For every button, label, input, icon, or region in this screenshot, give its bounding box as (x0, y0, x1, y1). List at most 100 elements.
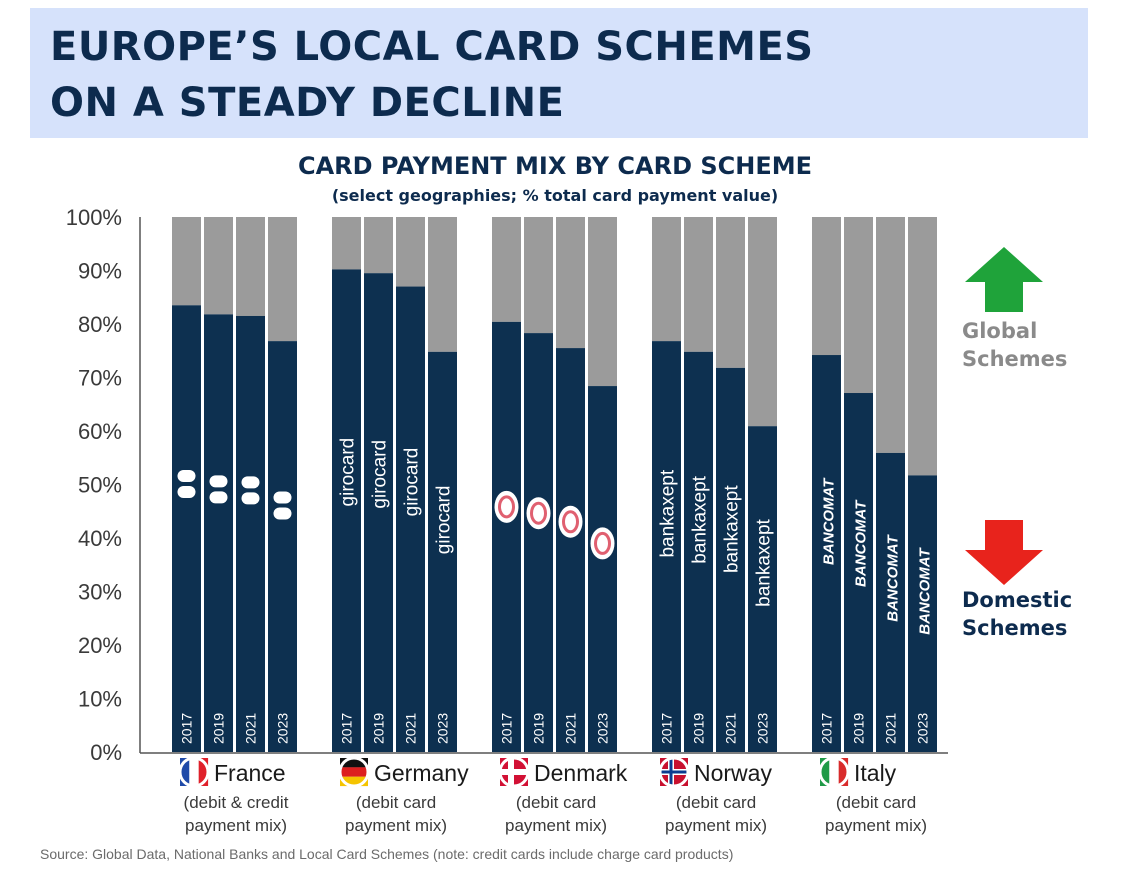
flag-ring (818, 756, 850, 788)
bar-domestic-denmark-2019 (524, 333, 553, 752)
page-title-line-1: EUROPE’S LOCAL CARD SCHEMES (50, 24, 814, 70)
bar-year-label: 2017 (179, 713, 195, 744)
title-banner: EUROPE’S LOCAL CARD SCHEMES ON A STEADY … (30, 8, 1088, 138)
bar-year-label: 2019 (691, 713, 707, 744)
bar-year-label: 2017 (499, 713, 515, 744)
country-note-line-2: payment mix) (825, 816, 927, 835)
germany-flag-icon (338, 756, 370, 788)
bar-domestic-italy-2019 (844, 393, 873, 752)
scheme-logo-text: bankaxept (754, 518, 775, 606)
global-label-line-1: Global (962, 319, 1038, 343)
bar-global-italy-2023 (908, 217, 937, 476)
y-tick-label: 60% (78, 419, 122, 444)
flag-band (820, 758, 830, 786)
france-flag-icon (178, 756, 210, 788)
cb-logo-top-shape (209, 475, 228, 488)
country-note-line-1: (debit card (516, 793, 596, 812)
bar-domestic-france-2017 (172, 305, 201, 752)
country-note-line-1: (debit & credit (184, 793, 289, 812)
bar-global-germany-2019 (364, 217, 393, 274)
page-title-line-2: ON A STEADY DECLINE (50, 80, 565, 126)
bar-domestic-germany-2019 (364, 273, 393, 752)
bar-global-italy-2017 (812, 217, 841, 356)
bar-year-label: 2019 (211, 713, 227, 744)
cb-logo-top-shape (241, 476, 260, 489)
bar-domestic-denmark-2017 (492, 321, 521, 752)
bar-global-germany-2017 (332, 217, 361, 270)
cb-logo-icon (241, 476, 260, 505)
bar-domestic-france-2023 (268, 341, 297, 752)
flag-band (198, 758, 209, 786)
domestic-schemes-label: Domestic Schemes (962, 586, 1072, 642)
chart-subtitle: (select geographies; % total card paymen… (331, 186, 779, 205)
norway-flag-icon (658, 756, 690, 788)
bar-global-denmark-2021 (556, 217, 585, 349)
bar-year-label: 2021 (243, 713, 259, 744)
bar-domestic-norway-2017 (652, 341, 681, 752)
flag-band (340, 776, 368, 787)
y-tick-label: 0% (90, 740, 122, 765)
bar-year-label: 2023 (915, 713, 931, 744)
scheme-logo-text: bankaxept (722, 485, 743, 573)
bar-global-france-2017 (172, 217, 201, 306)
bar-global-germany-2021 (396, 217, 425, 287)
dankort-logo-icon (558, 505, 583, 538)
country-note-line-1: (debit card (676, 793, 756, 812)
dankort-logo-ring (594, 531, 611, 555)
cb-logo-icon (273, 491, 292, 520)
bar-domestic-italy-2023 (908, 475, 937, 752)
bar-domestic-denmark-2023 (588, 386, 617, 752)
flag-ring (658, 756, 690, 788)
bar-domestic-germany-2023 (428, 351, 457, 752)
bar-global-denmark-2019 (524, 217, 553, 334)
global-schemes-label: Global Schemes (962, 317, 1067, 373)
bar-year-label: 2023 (435, 713, 451, 744)
bar-domestic-germany-2021 (396, 286, 425, 752)
chart-title: CARD PAYMENT MIX BY CARD SCHEME (297, 152, 813, 180)
dankort-logo-icon (590, 527, 615, 560)
bar-global-norway-2019 (684, 217, 713, 352)
flag-band (838, 758, 849, 786)
y-tick-label: 70% (78, 366, 122, 391)
y-tick-label: 30% (78, 580, 122, 605)
bar-domestic-norway-2019 (684, 351, 713, 752)
scheme-logo-text: BANCOMAT (917, 547, 934, 635)
country-note-line-2: payment mix) (665, 816, 767, 835)
flag-ring (338, 756, 370, 788)
cb-logo-icon (209, 475, 228, 504)
italy-flag-icon (818, 756, 850, 788)
bar-domestic-france-2021 (236, 315, 265, 752)
bar-global-germany-2023 (428, 217, 457, 352)
bar-year-label: 2019 (531, 713, 547, 744)
scheme-logo-text: girocard (402, 448, 423, 517)
flag-ring (178, 756, 210, 788)
domestic-label-line-1: Domestic (962, 588, 1073, 612)
scheme-logo-text: bankaxept (690, 475, 711, 563)
bar-domestic-norway-2021 (716, 367, 745, 752)
bar-year-label: 2021 (723, 713, 739, 744)
dankort-logo-ring (498, 495, 515, 519)
dankort-logo-ring (530, 501, 547, 525)
y-tick-label: 40% (78, 526, 122, 551)
bar-global-denmark-2017 (492, 217, 521, 322)
bar-year-label: 2021 (563, 713, 579, 744)
bar-domestic-denmark-2021 (556, 348, 585, 752)
bar-global-france-2019 (204, 217, 233, 315)
country-label: Italy (854, 760, 897, 786)
flag-band (340, 767, 368, 777)
country-note-line-2: payment mix) (185, 816, 287, 835)
scheme-logo-text: bankaxept (658, 469, 679, 557)
country-note-line-1: (debit card (836, 793, 916, 812)
source-note: Source: Global Data, National Banks and … (40, 846, 734, 862)
domestic-label-line-2: Schemes (962, 616, 1068, 640)
denmark-flag-icon (498, 756, 530, 788)
bar-domestic-italy-2021 (876, 452, 905, 752)
bar-year-label: 2019 (371, 713, 387, 744)
scheme-logo-text: BANCOMAT (853, 499, 870, 587)
bar-year-label: 2017 (339, 713, 355, 744)
cb-logo-icon (177, 469, 196, 498)
scheme-logo-text: BANCOMAT (821, 477, 838, 565)
flag-band (189, 758, 199, 786)
y-tick-label: 20% (78, 633, 122, 658)
